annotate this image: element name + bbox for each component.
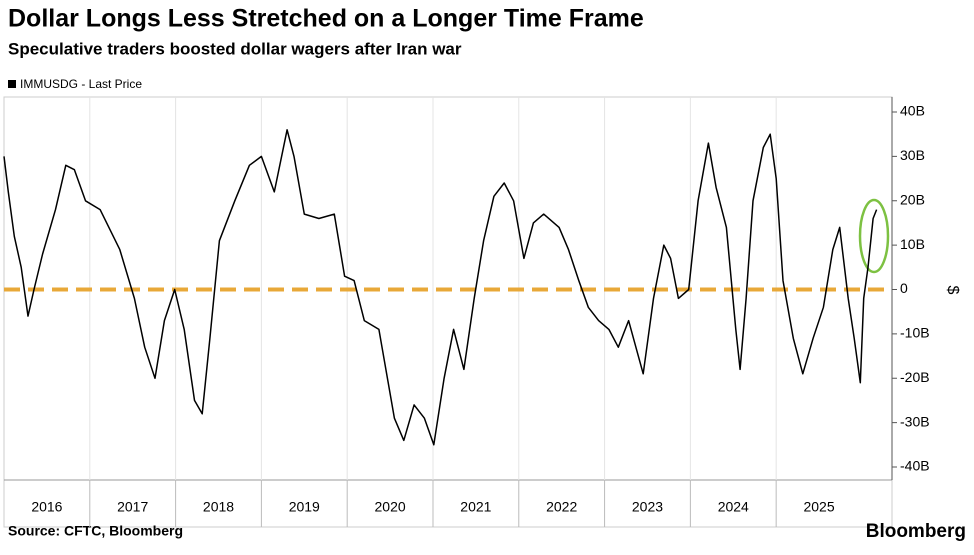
y-tick-label: 20B — [900, 191, 925, 207]
brand: Bloomberg — [866, 521, 966, 542]
y-tick-label: 40B — [900, 103, 925, 119]
x-tick-label: 2023 — [632, 499, 663, 515]
y-tick-label: -40B — [900, 458, 930, 474]
y-axis-label: $ — [944, 286, 961, 295]
data-line — [3, 129, 878, 446]
legend-swatch — [8, 80, 16, 88]
chart-title: Dollar Longs Less Stretched on a Longer … — [8, 5, 644, 33]
y-tick-label: -30B — [900, 413, 930, 429]
source: Source: CFTC, Bloomberg — [8, 523, 183, 539]
highlight-ellipse — [858, 198, 890, 274]
y-tick-label: -20B — [900, 369, 930, 385]
x-tick-label: 2017 — [117, 499, 148, 515]
x-tick-label: 2022 — [546, 499, 577, 515]
legend-label: IMMUSDG - Last Price — [20, 77, 142, 91]
chart-subtitle: Speculative traders boosted dollar wager… — [8, 39, 462, 58]
y-tick-label: -10B — [900, 325, 930, 341]
x-tick-label: 2021 — [460, 499, 491, 515]
x-tick-label: 2016 — [31, 499, 62, 515]
x-tick-label: 2024 — [718, 499, 749, 515]
x-tick-label: 2025 — [803, 499, 834, 515]
x-tick-label: 2018 — [203, 499, 234, 515]
y-tick-label: 30B — [900, 147, 925, 163]
y-tick-label: 10B — [900, 236, 925, 252]
x-tick-label: 2020 — [375, 499, 406, 515]
x-tick-label: 2019 — [289, 499, 320, 515]
y-tick-label: 0 — [900, 280, 908, 296]
